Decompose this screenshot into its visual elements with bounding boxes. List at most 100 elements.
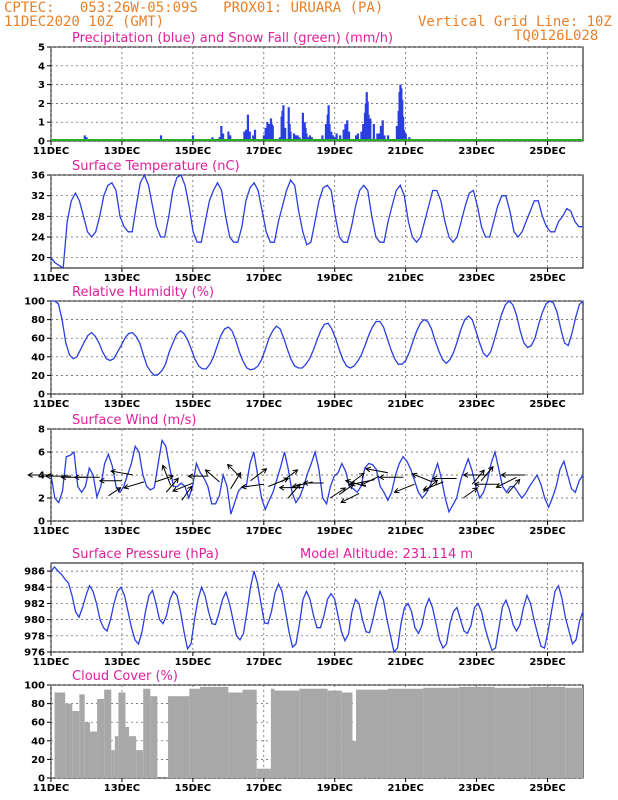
cloud-bar [299, 688, 328, 778]
precip-bar [324, 124, 328, 141]
wind-arrow [204, 469, 220, 483]
wind-arrow [364, 466, 389, 474]
precip-bar [346, 120, 349, 141]
y-tick-label: 24 [31, 233, 45, 244]
y-tick-label: 984 [24, 583, 45, 594]
precip-bar [378, 133, 381, 141]
precip-bar [271, 125, 274, 141]
y-tick-label: 28 [31, 212, 45, 223]
y-tick-label: 2 [38, 494, 45, 505]
wind-arrow [422, 481, 444, 491]
y-tick-label: 100 [24, 297, 45, 308]
wind-arrow [181, 485, 193, 501]
cloud-bar [458, 686, 495, 778]
cloud-bar [84, 722, 91, 778]
y-tick-label: 0 [38, 774, 45, 785]
wind-arrow [108, 487, 122, 497]
precip-bar [347, 131, 351, 141]
wind-arrow [278, 484, 304, 491]
precip-bar [328, 124, 331, 141]
precip-bar [296, 135, 299, 141]
y-tick-label: 60 [31, 334, 45, 345]
wind-arrow [281, 469, 299, 483]
wind-arrow [340, 492, 360, 504]
x-tick-label: 19DEC [317, 783, 353, 794]
wind-arrow [471, 469, 485, 485]
wind-arrow [302, 480, 324, 486]
y-tick-label: 80 [31, 315, 45, 326]
precip-bar [339, 135, 342, 141]
wind-arrow [330, 487, 347, 499]
y-tick-label: 0 [38, 517, 45, 528]
precip-bar [305, 133, 308, 141]
precip-bar [253, 129, 257, 141]
temperature-line [50, 173, 583, 270]
x-tick-label: 13DEC [104, 526, 140, 537]
precip-bar [268, 124, 271, 141]
cloud-bar [387, 688, 424, 778]
pressure-line [50, 565, 584, 654]
y-tick-label: 986 [24, 567, 45, 578]
y-tick-label: 0 [38, 137, 45, 148]
y-tick-label: 32 [31, 191, 45, 202]
precip-bar [395, 125, 398, 141]
cloud-bar [114, 736, 119, 778]
y-tick-label: 4 [38, 61, 45, 72]
x-tick-label: 19DEC [317, 657, 353, 668]
header-datetime: 11DEC2020 10Z (GMT) [4, 14, 165, 30]
y-tick-label: 40 [31, 736, 45, 747]
x-tick-label: 25DEC [529, 657, 565, 668]
cloud-bar [136, 750, 144, 778]
x-tick-label: 17DEC [246, 657, 282, 668]
x-tick-label: 17DEC [246, 399, 282, 410]
cloud-bar [65, 703, 73, 778]
header-grid-note: Vertical Grid Line: 10Z [418, 14, 612, 30]
x-tick-label: 21DEC [387, 273, 423, 284]
y-tick-label: 100 [24, 681, 45, 692]
x-tick-label: 13DEC [104, 783, 140, 794]
panel-frame [50, 174, 584, 269]
precip-bar [301, 112, 305, 141]
y-tick-label: 1 [38, 118, 45, 129]
panel-annotation: Model Altitude: 231.114 m [300, 547, 473, 562]
x-tick-label: 23DEC [458, 146, 494, 157]
precip-bar [262, 135, 265, 141]
wind-arrow [250, 468, 268, 482]
x-tick-label: 25DEC [529, 783, 565, 794]
x-tick-label: 19DEC [317, 273, 353, 284]
cloud-bar [565, 687, 583, 778]
precip-bar [294, 135, 297, 141]
cloud-bar [150, 696, 158, 778]
precip-bar [367, 114, 370, 141]
wind-arrow [187, 473, 209, 479]
y-tick-label: 976 [24, 648, 45, 659]
y-tick-label: 2 [38, 99, 45, 110]
precip-bar [227, 131, 230, 141]
x-tick-label: 17DEC [246, 526, 282, 537]
wind-panel: 0 2 4 6 8 11DEC 13DEC 15DEC 17DEC 19DEC 21DEC 23DEC… [27, 413, 584, 537]
precip-bar [266, 122, 269, 141]
cloud-bar [118, 692, 126, 778]
wind-arrow [378, 474, 404, 481]
precip-bar [383, 135, 386, 141]
precip-bar [402, 116, 405, 141]
precip-bar [386, 135, 390, 141]
x-tick-label: 11DEC [33, 657, 69, 668]
precip-bar [355, 135, 358, 141]
humidity-panel: 0 20 40 60 80 100 11DEC 13DEC 15DEC 17DEC 19DEC 21D… [24, 285, 584, 410]
precip-bar [379, 125, 383, 141]
cloud-bar [327, 690, 342, 778]
precip-bar [229, 135, 232, 141]
header-station: CPTEC: 053:26W-05:09S PROX01: URUARA (PA… [4, 0, 384, 16]
precip-bar [246, 114, 250, 141]
y-tick-label: 3 [38, 80, 45, 91]
cloud-bar [125, 726, 130, 778]
wind-arrow [495, 476, 517, 488]
x-tick-label: 21DEC [387, 783, 423, 794]
cloud-bar [341, 692, 353, 778]
x-tick-label: 23DEC [458, 657, 494, 668]
wind-arrow [161, 464, 172, 486]
temperature-panel: 20 24 28 32 36 11DEC 13DEC 15DEC 17DEC 19DEC 21DEC… [31, 159, 584, 284]
x-tick-label: 11DEC [33, 526, 69, 537]
panel-frame [50, 46, 584, 142]
